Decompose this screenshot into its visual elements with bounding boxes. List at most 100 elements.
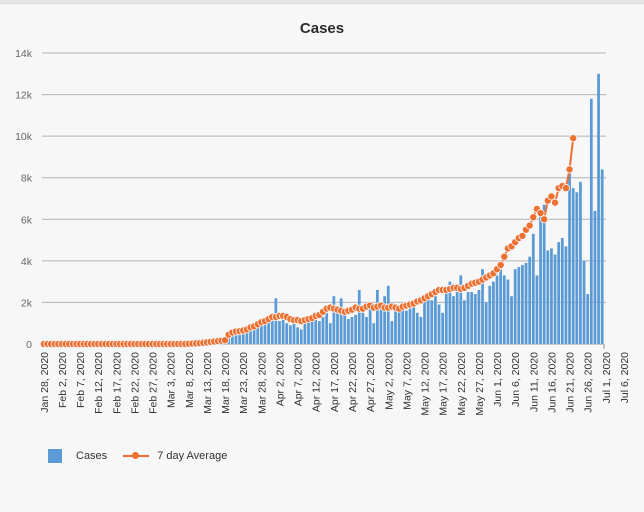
bar[interactable] [477,289,481,344]
bar[interactable] [347,319,350,344]
bar[interactable] [441,312,445,344]
bar[interactable] [256,324,260,344]
bar[interactable] [582,260,586,344]
bar[interactable] [328,323,332,344]
bar[interactable] [321,316,325,344]
average-point[interactable] [565,165,574,174]
bar[interactable] [466,292,470,344]
bar[interactable] [303,323,307,344]
bar[interactable] [430,300,434,344]
bar[interactable] [245,331,249,344]
bar[interactable] [270,319,274,344]
bar[interactable] [492,281,495,344]
bar[interactable] [528,256,532,344]
bar[interactable] [405,310,408,344]
average-point[interactable] [500,252,509,261]
average-point[interactable] [221,336,230,345]
bar[interactable] [292,323,296,344]
average-point[interactable] [529,213,538,222]
bar[interactable] [415,312,419,344]
bar[interactable] [310,321,314,344]
bar[interactable] [390,321,394,344]
bar[interactable] [531,233,535,344]
bar[interactable] [542,204,546,344]
average-point[interactable] [561,184,570,193]
bar[interactable] [488,285,492,344]
bar[interactable] [397,306,401,344]
bar[interactable] [350,316,354,344]
bar[interactable] [459,275,463,344]
bar[interactable] [521,265,524,344]
bar[interactable] [267,316,270,344]
bar[interactable] [535,275,539,344]
bar[interactable] [383,296,387,344]
bar[interactable] [394,308,397,344]
bar[interactable] [278,321,281,344]
bar[interactable] [325,312,329,344]
bar[interactable] [448,281,452,344]
bar[interactable] [339,298,343,344]
legend-cases-label[interactable]: Cases [76,450,108,462]
bar[interactable] [506,279,510,344]
bar[interactable] [274,298,278,344]
bar[interactable] [412,306,416,344]
bar[interactable] [510,296,513,344]
average-point[interactable] [525,221,534,230]
bar[interactable] [259,322,263,344]
bar[interactable] [343,312,347,344]
bar[interactable] [376,289,379,344]
bar[interactable] [495,275,499,344]
bar[interactable] [586,294,590,344]
bar[interactable] [484,302,488,344]
average-point[interactable] [569,134,578,143]
bar[interactable] [372,323,376,344]
bar[interactable] [499,269,503,344]
bar[interactable] [600,169,604,344]
bar[interactable] [234,335,238,344]
bar[interactable] [408,308,412,344]
bar[interactable] [568,171,571,344]
bar[interactable] [281,319,285,344]
bar[interactable] [419,316,423,344]
bar[interactable] [379,308,383,344]
bar[interactable] [401,304,405,344]
bar[interactable] [575,192,579,344]
bar[interactable] [571,188,575,344]
bar[interactable] [288,325,292,344]
average-point[interactable] [547,192,556,201]
bar[interactable] [437,304,441,344]
legend-cases-swatch[interactable] [48,449,62,463]
bar[interactable] [557,242,561,344]
bar[interactable] [368,308,372,344]
average-point[interactable] [536,209,545,218]
legend-average-label[interactable]: 7 day Average [157,450,228,462]
bar[interactable] [238,334,241,344]
bar[interactable] [593,210,597,344]
average-point[interactable] [551,198,560,207]
bar[interactable] [444,289,448,344]
bar[interactable] [426,298,430,344]
bar[interactable] [473,294,477,344]
bar[interactable] [481,269,484,344]
bar[interactable] [354,314,358,344]
bar[interactable] [357,289,361,344]
bar[interactable] [299,329,303,344]
bar[interactable] [589,98,593,344]
bar[interactable] [241,333,245,344]
bar[interactable] [597,73,600,345]
average-point[interactable] [518,231,527,240]
average-point[interactable] [540,215,549,224]
bar[interactable] [452,296,455,344]
bar[interactable] [252,327,256,344]
bar[interactable] [550,248,553,344]
bar[interactable] [307,321,310,344]
bar[interactable] [317,321,321,344]
bar[interactable] [539,215,542,344]
bar[interactable] [517,267,521,344]
bar[interactable] [332,296,336,344]
bar[interactable] [502,275,506,344]
bar[interactable] [434,296,437,344]
bar[interactable] [546,250,550,344]
bar[interactable] [455,292,459,344]
bar[interactable] [365,316,368,344]
